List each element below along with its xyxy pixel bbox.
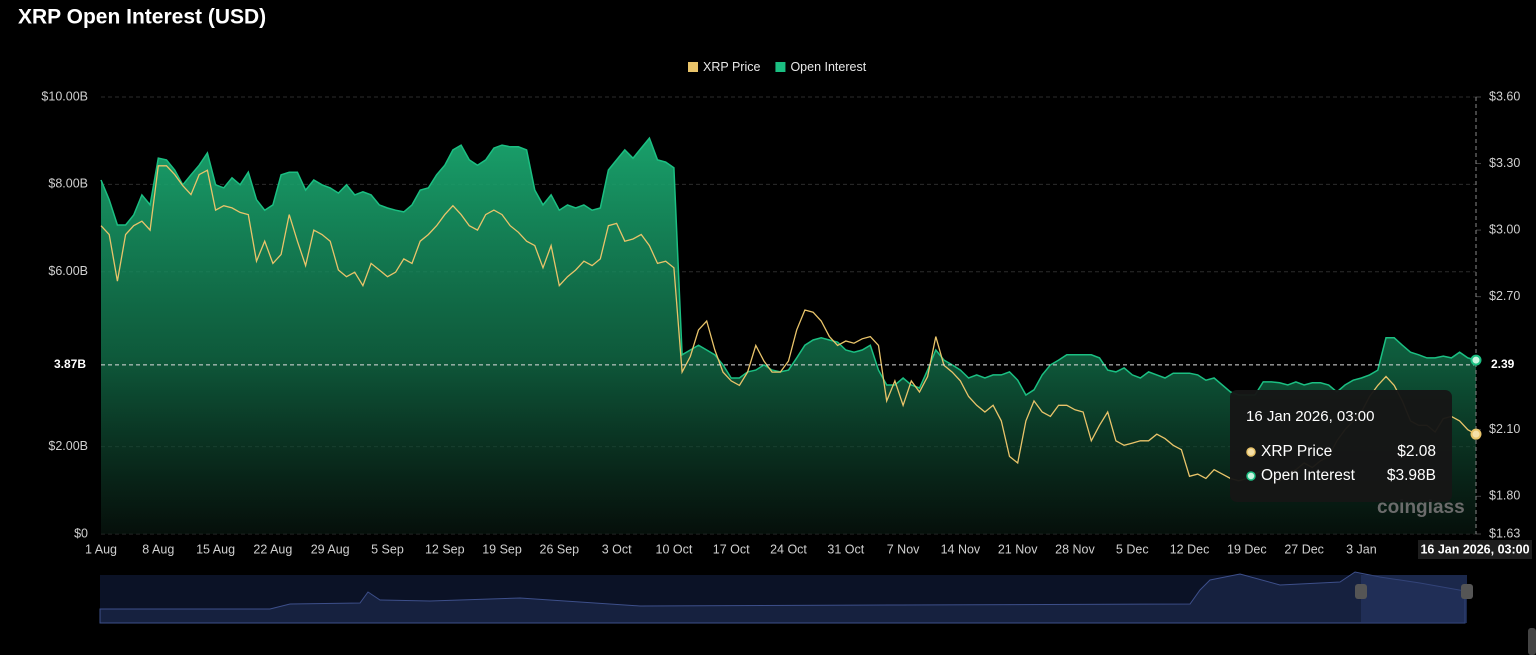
x-tick-label: 14 Nov	[941, 542, 981, 556]
navigator-window[interactable]	[1361, 575, 1467, 623]
x-tick-label: 12 Sep	[425, 542, 465, 556]
x-tick-label: 19 Dec	[1227, 542, 1267, 556]
y-tick-label: $8.00B	[48, 177, 88, 191]
x-tick-label: 12 Dec	[1170, 542, 1210, 556]
x-tick-label: 3 Oct	[602, 542, 632, 556]
legend: XRP Price Open Interest	[688, 60, 867, 74]
x-tick-label: 8 Aug	[142, 542, 174, 556]
tooltip-dot	[1246, 447, 1256, 457]
x-tick-label: 1 Aug	[85, 542, 117, 556]
x-tick-label: 28 Nov	[1055, 542, 1095, 556]
crosshair-y-label-bg	[40, 355, 96, 374]
x-tick-label: 3 Jan	[1346, 542, 1377, 556]
y-tick-label: $10.00B	[41, 89, 88, 103]
x-tick-label: 27 Dec	[1284, 542, 1324, 556]
area	[101, 138, 1476, 534]
x-tick-label: 19 Sep	[482, 542, 522, 556]
tooltip-bg	[1230, 390, 1452, 502]
scrollbar[interactable]	[1528, 628, 1536, 655]
legend-label: Open Interest	[790, 60, 866, 74]
x-tick-label: 22 Aug	[253, 542, 292, 556]
watermark: coinglass	[1377, 497, 1465, 518]
x-tick-label: 10 Oct	[656, 542, 693, 556]
crosshair-y-label: 3.87B	[54, 357, 86, 371]
chart-title: XRP Open Interest (USD)	[18, 6, 266, 29]
tooltip: 16 Jan 2026, 03:00 XRP Price $2.08 Open Int…	[1230, 390, 1452, 502]
tooltip-series-name: Open Interest	[1261, 467, 1356, 484]
crosshair-y2-label-bg	[1482, 355, 1532, 374]
legend-swatch	[688, 62, 698, 72]
legend-swatch	[775, 62, 786, 72]
point-marker	[1470, 354, 1482, 366]
tooltip-title: 16 Jan 2026, 03:00	[1246, 408, 1374, 425]
tooltip-value: $3.98B	[1387, 467, 1436, 484]
y2-tick-label: $1.63	[1489, 526, 1520, 540]
x-tick-label: 24 Oct	[770, 542, 807, 556]
overlay: 3.87B 2.39 coinglass 16 Jan 2026, 03:00 XRP …	[40, 97, 1532, 534]
crosshair-y2-label: 2.39	[1491, 357, 1515, 371]
x-tick-label: 17 Oct	[713, 542, 750, 556]
x-tick-label: 15 Aug	[196, 542, 235, 556]
navigator-handle[interactable]	[1461, 584, 1473, 599]
y2-tick-label: $3.60	[1489, 89, 1520, 103]
point-marker	[1470, 428, 1482, 440]
y-tick-label: $2.00B	[48, 439, 88, 453]
y2-tick-label: $2.10	[1489, 422, 1520, 436]
tooltip-dot	[1246, 471, 1256, 481]
x-tick-label: 5 Dec	[1116, 542, 1149, 556]
y-tick-label: $6.00B	[48, 264, 88, 278]
x-crosshair-label: 16 Jan 2026, 03:00	[1420, 542, 1529, 556]
x-crosshair-label-bg	[1418, 540, 1532, 559]
y2-tick-label: $3.30	[1489, 156, 1520, 170]
y2-tick-label: $1.80	[1489, 489, 1520, 503]
y2-tick-label: $2.70	[1489, 289, 1520, 303]
x-tick-label: 5 Sep	[371, 542, 404, 556]
x-tick-label: 31 Oct	[827, 542, 864, 556]
navigator	[99, 571, 1536, 655]
x-tick-label: 21 Nov	[998, 542, 1038, 556]
x-tick-label: 29 Aug	[311, 542, 350, 556]
tooltip-value: $2.08	[1397, 443, 1436, 460]
y-tick-label: $0	[74, 526, 88, 540]
tooltip-series-name: XRP Price	[1261, 443, 1332, 460]
x-tick-label: 7 Nov	[887, 542, 920, 556]
axes: $0 $2.00B $6.00B $8.00B $10.00B $3.60 $3.30 $3.…	[41, 89, 1532, 559]
navigator-handle[interactable]	[1355, 584, 1367, 599]
x-tick-label: 26 Sep	[540, 542, 580, 556]
legend-label: XRP Price	[703, 60, 760, 74]
y2-tick-label: $3.00	[1489, 222, 1520, 236]
